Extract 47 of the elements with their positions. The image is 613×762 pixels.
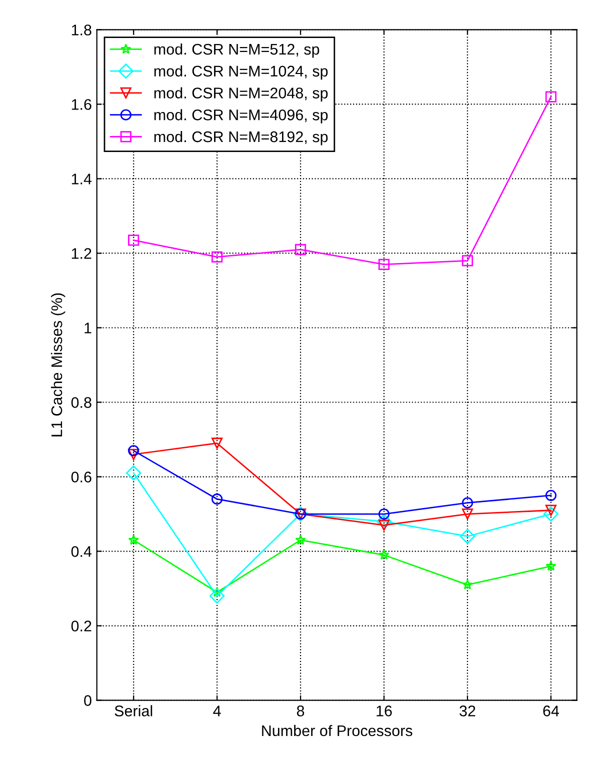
point — [543, 506, 559, 522]
x-tick-label: 16 — [376, 706, 392, 716]
x-tick-label: 32 — [460, 706, 476, 716]
y-tick-label: 1 — [84, 322, 92, 334]
x-axis-title: Number of Processors — [262, 724, 412, 736]
point — [209, 588, 225, 604]
y-tick-label: 1.8 — [72, 24, 92, 36]
legend-label: mod. CSR N=M=512, sp — [154, 43, 320, 58]
point — [460, 528, 476, 544]
point — [378, 258, 390, 270]
point — [462, 255, 474, 266]
point — [462, 508, 474, 520]
point — [128, 534, 139, 545]
point — [545, 490, 557, 501]
point — [212, 494, 223, 505]
point — [128, 234, 140, 246]
point — [462, 497, 474, 508]
point — [462, 579, 473, 590]
legend-label: mod. CSR N=M=8192, sp — [154, 130, 328, 146]
y-axis-title: L1 Cache Misses (%) — [50, 293, 66, 436]
point — [295, 534, 306, 545]
y-tick-label: 0.4 — [71, 546, 92, 557]
point — [376, 514, 392, 530]
x-tick-label: 8 — [296, 706, 304, 716]
point — [294, 244, 306, 256]
y-tick-label: 0.2 — [71, 620, 92, 632]
y-tick-label: 1.6 — [72, 99, 92, 110]
point — [378, 508, 390, 520]
point — [212, 251, 223, 263]
point — [212, 438, 223, 449]
x-tick-label: 64 — [543, 706, 560, 716]
y-tick-label: 0.6 — [71, 472, 92, 482]
point — [128, 448, 140, 460]
y-tick-label: 0.8 — [71, 397, 92, 408]
y-tick-label: 1.2 — [72, 248, 92, 259]
point — [546, 560, 556, 571]
x-tick-label: 4 — [213, 706, 221, 716]
y-tick-label: 0 — [84, 695, 92, 706]
legend-label: mod. CSR N=M=4096, sp — [154, 109, 328, 124]
legend-label: mod. CSR N=M=2048, sp — [154, 87, 328, 102]
point — [378, 549, 390, 560]
point — [126, 465, 142, 481]
y-tick-label: 1.4 — [72, 174, 92, 184]
x-tick-label: Serial — [114, 705, 152, 716]
point — [128, 445, 140, 456]
legend-label: mod. CSR N=M=1024, sp — [154, 65, 328, 80]
point — [545, 91, 557, 102]
